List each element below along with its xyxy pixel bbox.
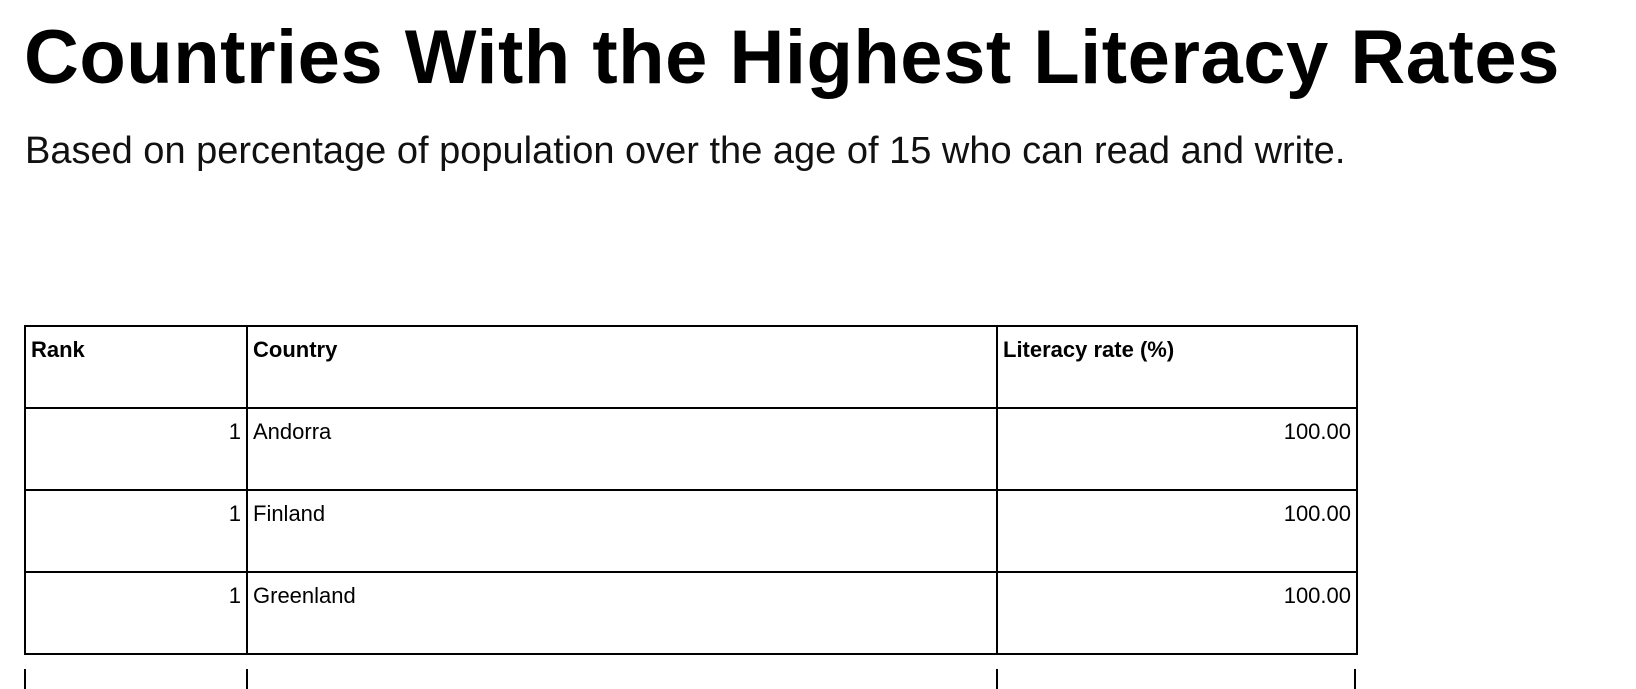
column-header: Rank	[24, 325, 248, 409]
table-row: 1 Finland 100.00	[24, 489, 1358, 573]
column-header: Literacy rate (%)	[996, 325, 1358, 409]
column-divider	[246, 669, 248, 689]
rate-cell: 100.00	[996, 571, 1358, 655]
table-row: 1 Greenland 100.00	[24, 571, 1358, 655]
rate-cell: 100.00	[996, 407, 1358, 491]
country-cell: Andorra	[246, 407, 998, 491]
rank-cell: 1	[24, 571, 248, 655]
table-row: 1 Andorra 100.00	[24, 407, 1358, 491]
rank-cell: 1	[24, 489, 248, 573]
column-header: Country	[246, 325, 998, 409]
table-body: 1 Andorra 100.00 1 Finland 100.00 1 Greenland 10…	[24, 407, 1358, 655]
page-subtitle: Based on percentage of population over t…	[25, 130, 1346, 172]
literacy-table: Rank Country Literacy rate (%) 1 Andorra 100…	[24, 325, 1358, 655]
country-cell: Finland	[246, 489, 998, 573]
rank-cell: 1	[24, 407, 248, 491]
column-divider	[996, 669, 998, 689]
page-title: Countries With the Highest Literacy Rate…	[24, 15, 1560, 100]
country-cell: Greenland	[246, 571, 998, 655]
header-row: Rank Country Literacy rate (%)	[24, 325, 1358, 409]
rate-cell: 100.00	[996, 489, 1358, 573]
table-continuation	[24, 669, 1356, 689]
